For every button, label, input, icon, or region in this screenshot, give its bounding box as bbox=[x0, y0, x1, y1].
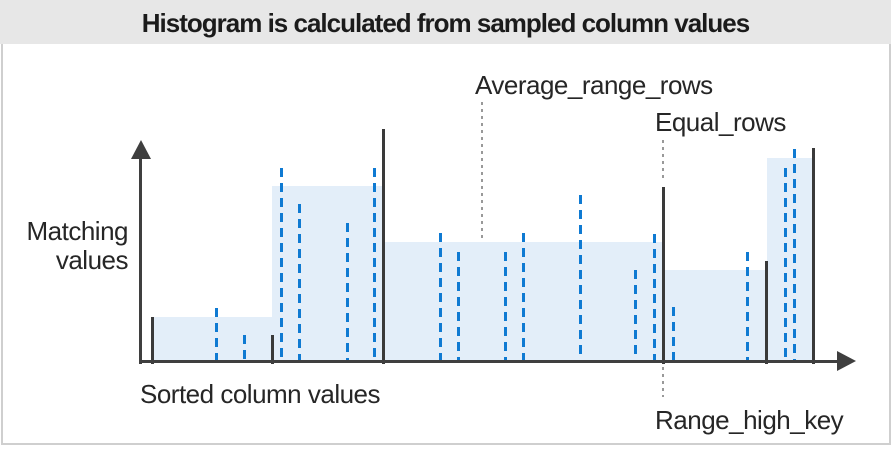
range-high-key-label: Range_high_key bbox=[655, 405, 844, 435]
equal-rows-label: Equal_rows bbox=[655, 107, 786, 137]
sampled-value-line bbox=[243, 335, 246, 361]
range-high-key-line bbox=[812, 148, 815, 364]
range-high-key-line bbox=[382, 129, 385, 364]
callout-dotted-line bbox=[662, 367, 664, 397]
sampled-value-line bbox=[522, 233, 525, 361]
sampled-value-line bbox=[746, 252, 749, 361]
sampled-value-line bbox=[215, 308, 218, 361]
callout-dotted-line bbox=[662, 140, 664, 182]
sampled-value-line bbox=[298, 204, 301, 361]
range-high-key-line bbox=[151, 317, 154, 364]
histogram-step bbox=[272, 186, 383, 361]
y-axis-label: Matching values bbox=[18, 216, 129, 275]
sampled-value-line bbox=[373, 168, 376, 361]
title-bar: Histogram is calculated from sampled col… bbox=[0, 0, 891, 44]
page-title: Histogram is calculated from sampled col… bbox=[141, 8, 750, 38]
y-axis-label-line2: values bbox=[55, 245, 129, 275]
sampled-value-line bbox=[579, 195, 582, 361]
sampled-value-line bbox=[457, 252, 460, 361]
sampled-value-line bbox=[346, 223, 349, 361]
y-axis-label-line1: Matching bbox=[26, 216, 129, 246]
x-axis-line bbox=[139, 360, 839, 363]
average-range-rows-label: Average_range_rows bbox=[475, 70, 713, 100]
histogram-step bbox=[767, 158, 813, 361]
y-axis-line bbox=[139, 156, 142, 364]
sampled-value-line bbox=[280, 168, 283, 361]
callout-dotted-line bbox=[481, 102, 483, 242]
sampled-value-line bbox=[672, 307, 675, 361]
histogram-step bbox=[152, 317, 272, 361]
sampled-value-line bbox=[504, 252, 507, 361]
sampled-value-line bbox=[793, 149, 796, 361]
sampled-value-line bbox=[439, 233, 442, 361]
sampled-value-line bbox=[653, 234, 656, 361]
range-high-key-line bbox=[765, 261, 768, 364]
range-high-key-line bbox=[271, 335, 274, 364]
sampled-value-line bbox=[784, 168, 787, 361]
y-axis-arrow-icon bbox=[131, 140, 151, 159]
x-axis-label: Sorted column values bbox=[140, 379, 381, 409]
range-high-key-line bbox=[662, 187, 665, 364]
sampled-value-line bbox=[634, 270, 637, 361]
histogram-step bbox=[663, 270, 767, 361]
x-axis-arrow-icon bbox=[837, 351, 856, 371]
